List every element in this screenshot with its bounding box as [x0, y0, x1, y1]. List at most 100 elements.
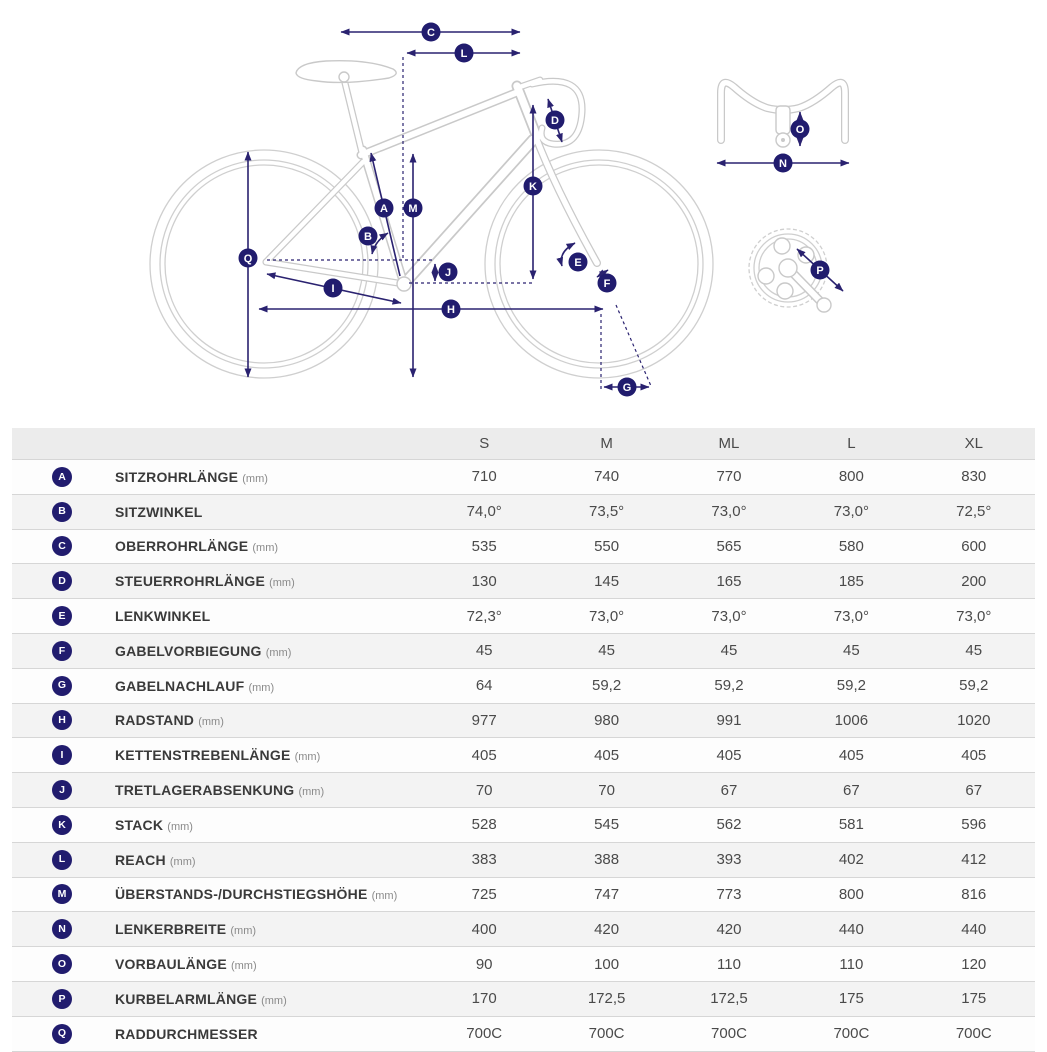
value-ml: 59,2	[714, 677, 744, 695]
measure-unit: (mm)	[167, 820, 193, 833]
row-label: ÜBERSTANDS-/DURCHSTIEGSHÖHE (mm)	[112, 886, 423, 902]
row-label: KURBELARMLÄNGE (mm)	[112, 991, 423, 1007]
value-s: 70	[475, 781, 493, 799]
value-l: 580	[838, 537, 864, 555]
value-m: 70	[598, 781, 615, 799]
row-badge-cell: C	[12, 536, 112, 557]
table-row: L REACH (mm) 383 388 393 402 412	[12, 841, 1035, 877]
value-m: 550	[594, 537, 620, 555]
value-m: 59,2	[591, 677, 622, 695]
row-letter-badge: I	[52, 745, 72, 766]
dim-B-seat-angle	[370, 232, 389, 255]
value-xl: 73,0°	[956, 607, 992, 625]
size-header-s: S	[479, 435, 490, 452]
measure-name: STEUERROHRLÄNGE	[115, 573, 266, 590]
measure-name: VORBAULÄNGE	[115, 956, 227, 973]
value-m: 545	[594, 816, 620, 834]
diagram-markers: A B C D E F G H I J K L M N O P Q	[238, 22, 830, 397]
diagram-marker-C: C	[421, 22, 441, 42]
value-l: 800	[838, 885, 864, 903]
value-ml: 420	[716, 920, 742, 938]
table-row: J TRETLAGERABSENKUNG (mm) 70 70 67 67 67	[12, 772, 1035, 807]
value-s: 405	[471, 746, 497, 764]
diagram-marker-O: O	[790, 119, 810, 139]
value-ml: 562	[716, 816, 742, 834]
value-l: 73,0°	[833, 503, 869, 521]
row-badge-cell: F	[12, 640, 112, 661]
diagram-marker-N: N	[773, 153, 793, 173]
size-header-ml: ML	[718, 435, 740, 452]
table-header-row: S M ML L XL	[12, 428, 1035, 459]
row-letter-badge: Q	[52, 1023, 72, 1044]
size-header-l: L	[847, 435, 856, 452]
value-xl: 67	[965, 781, 983, 799]
measure-unit: (mm)	[298, 786, 325, 799]
value-m: 100	[594, 955, 620, 973]
row-letter-badge: A	[52, 466, 72, 487]
measure-unit: (mm)	[230, 925, 257, 938]
crank-hub	[778, 258, 798, 278]
value-ml: 773	[716, 885, 742, 903]
value-xl: 45	[965, 642, 983, 660]
row-badge-cell: H	[12, 710, 112, 731]
value-l: 700C	[833, 1025, 870, 1043]
dimension-arrows	[244, 28, 850, 391]
row-letter-badge: P	[52, 988, 72, 1009]
value-ml: 110	[717, 955, 741, 973]
value-m: 145	[594, 572, 620, 590]
row-label: GABELVORBIEGUNG (mm)	[112, 643, 423, 659]
measure-name: TRETLAGERABSENKUNG	[115, 782, 295, 799]
measure-unit: (mm)	[198, 716, 224, 729]
row-label: TRETLAGERABSENKUNG (mm)	[112, 782, 423, 798]
value-ml: 700C	[711, 1025, 747, 1043]
measure-name: STACK	[115, 816, 164, 833]
row-badge-cell: J	[12, 780, 112, 801]
value-l: 59,2	[836, 677, 866, 695]
table-row: N LENKERBREITE (mm) 400 420 420 440 440	[12, 911, 1035, 947]
table-row: P KURBELARMLÄNGE (mm) 170 172,5 172,5 17…	[12, 980, 1035, 1016]
row-letter-badge: C	[52, 536, 72, 557]
value-s: 90	[475, 955, 493, 973]
rear-wheel	[149, 149, 379, 379]
table-row: G GABELNACHLAUF (mm) 64 59,2 59,2 59,2 5…	[12, 667, 1035, 703]
value-m: 740	[594, 468, 620, 486]
value-xl: 440	[961, 920, 987, 938]
value-m: 45	[598, 642, 615, 660]
dim-F-fork-offset	[596, 269, 609, 278]
marker-letter: G	[623, 382, 632, 394]
value-m: 388	[594, 851, 620, 869]
seat-clamp	[338, 71, 350, 83]
row-letter-badge: O	[52, 954, 72, 975]
table-row: B SITZWINKEL 74,0° 73,5° 73,0° 73,0° 72,…	[12, 493, 1035, 529]
row-badge-cell: O	[12, 954, 112, 975]
measure-unit: (mm)	[248, 681, 275, 694]
row-label: RADSTAND (mm)	[112, 712, 423, 728]
saddle	[295, 60, 397, 84]
row-letter-badge: L	[52, 849, 72, 870]
value-xl: 120	[961, 955, 987, 973]
value-s: 383	[471, 851, 497, 869]
value-m: 700C	[588, 1025, 625, 1043]
stem-top-view	[775, 105, 791, 135]
measure-unit: (mm)	[169, 855, 196, 868]
measure-name: KURBELARMLÄNGE	[115, 990, 258, 1007]
value-l: 73,0°	[833, 607, 869, 625]
marker-letter: I	[331, 283, 334, 295]
value-s: 400	[471, 920, 497, 938]
measure-unit: (mm)	[252, 542, 279, 555]
diagram-marker-P: P	[810, 260, 830, 280]
row-badge-cell: G	[12, 675, 112, 696]
diagram-marker-A: A	[374, 198, 394, 218]
value-m: 747	[594, 885, 620, 903]
value-ml: 73,0°	[711, 607, 747, 625]
value-s: 710	[471, 468, 497, 486]
value-l: 110	[839, 955, 864, 973]
row-badge-cell: K	[12, 814, 112, 835]
row-badge-cell: A	[12, 466, 112, 487]
table-row: A SITZROHRLÄNGE (mm) 710 740 770 800 830	[12, 459, 1035, 494]
marker-letter: F	[604, 278, 611, 290]
value-xl: 816	[961, 885, 987, 903]
row-badge-cell: D	[12, 571, 112, 592]
value-ml: 165	[716, 572, 742, 590]
bike-geometry-diagram: A B C D E F G H I J K L M N O P Q	[0, 0, 1047, 424]
